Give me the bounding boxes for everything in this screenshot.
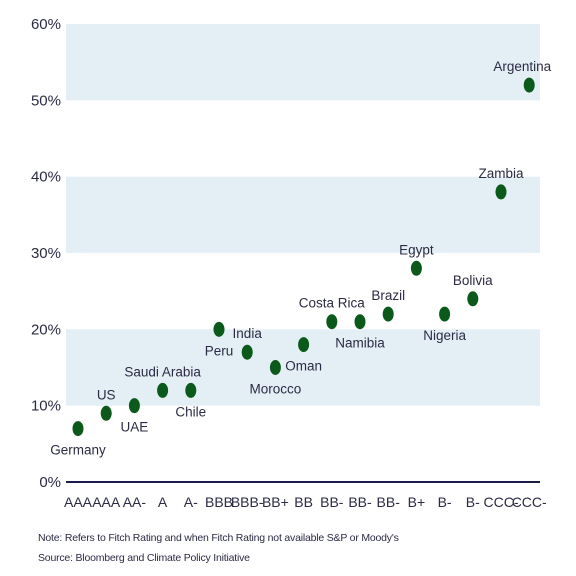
data-point xyxy=(72,421,84,437)
y-axis-ticks: 0% 10% 20% 30% 40% 50% 60% xyxy=(31,16,61,491)
data-point xyxy=(523,77,535,93)
y-tick-label: 30% xyxy=(31,245,61,262)
point-label: Argentina xyxy=(493,59,551,74)
source-note: Source: Bloomberg and Climate Policy Ini… xyxy=(38,552,250,564)
point-label: Chile xyxy=(175,404,206,419)
data-point xyxy=(382,306,394,322)
data-point xyxy=(185,382,197,398)
data-point xyxy=(100,405,112,421)
x-tick-label: A xyxy=(158,494,168,510)
data-point xyxy=(410,260,422,276)
x-tick-label: BB- xyxy=(377,494,401,510)
data-points xyxy=(72,77,535,437)
y-tick-label: 60% xyxy=(31,16,61,33)
data-point xyxy=(269,360,281,375)
x-tick-label: BBB xyxy=(205,494,233,510)
x-tick-label: B- xyxy=(438,494,452,510)
x-tick-label: AAA xyxy=(64,494,93,510)
x-tick-label: CCC- xyxy=(484,494,519,510)
grid-band xyxy=(66,24,540,101)
x-tick-label: A- xyxy=(184,494,198,510)
y-tick-label: 40% xyxy=(31,169,61,186)
y-tick-label: 10% xyxy=(31,398,61,415)
x-tick-label: B+ xyxy=(408,494,426,510)
footnote: Note: Refers to Fitch Rating and when Fi… xyxy=(38,532,399,544)
point-label: Nigeria xyxy=(423,328,466,343)
scatter-chart: 0%10%20%30%40%50%60% AAA AAA AA- A A- BBBBBB-… xyxy=(31,16,552,510)
point-label: Peru xyxy=(205,343,234,358)
data-point xyxy=(326,314,338,330)
point-label: Zambia xyxy=(478,166,524,181)
data-point xyxy=(439,306,451,322)
data-point xyxy=(213,321,225,337)
point-label: Costa Rica xyxy=(299,296,366,311)
point-label: Oman xyxy=(285,359,322,374)
x-tick-label: BB+ xyxy=(262,494,289,510)
point-label: India xyxy=(233,326,263,341)
point-labels: Germany US UAE Saudi Arabia Chile Peru India Mo… xyxy=(50,59,551,458)
x-tick-label: BBB- xyxy=(231,494,264,510)
data-point xyxy=(241,344,253,360)
data-point xyxy=(495,184,507,200)
point-label: Germany xyxy=(50,443,106,458)
x-tick-label: AAA xyxy=(92,494,121,510)
data-point xyxy=(354,314,366,330)
point-label: Brazil xyxy=(371,288,405,303)
point-label: Bolivia xyxy=(453,273,493,288)
x-tick-label: B- xyxy=(466,494,480,510)
data-point xyxy=(467,291,479,307)
point-label: Namibia xyxy=(335,336,385,351)
point-label: Morocco xyxy=(250,382,302,397)
x-tick-label: AA- xyxy=(123,494,147,510)
point-label: Saudi Arabia xyxy=(124,364,201,379)
y-tick-label: 0% xyxy=(39,474,61,491)
y-tick-label: 20% xyxy=(31,321,61,338)
x-tick-label: BB- xyxy=(348,494,372,510)
point-label: US xyxy=(97,387,116,402)
point-label: Egypt xyxy=(399,242,434,257)
data-point xyxy=(157,382,169,398)
grid-band xyxy=(66,176,540,253)
data-point xyxy=(298,337,310,353)
y-tick-label: 50% xyxy=(31,92,61,109)
x-tick-label: CCC- xyxy=(512,494,547,510)
point-label: UAE xyxy=(121,420,149,435)
x-tick-label: BB- xyxy=(320,494,344,510)
data-point xyxy=(128,398,140,414)
x-tick-label: BB xyxy=(294,494,313,510)
